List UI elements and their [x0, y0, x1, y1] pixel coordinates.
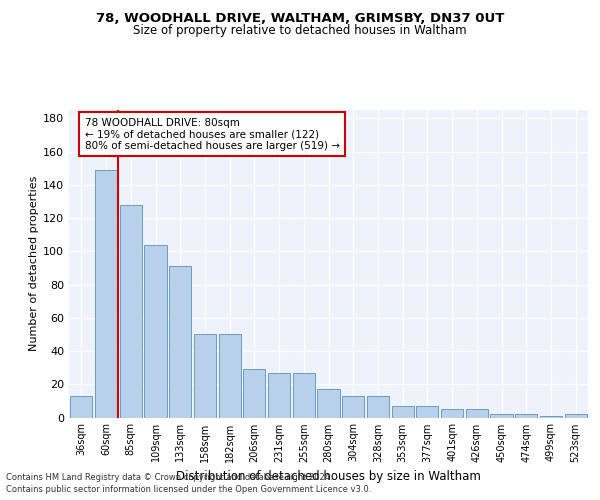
Bar	[293, 372, 315, 418]
Bar	[169, 266, 191, 418]
Bar	[565, 414, 587, 418]
Y-axis label: Number of detached properties: Number of detached properties	[29, 176, 39, 352]
Bar	[95, 170, 117, 418]
Bar	[218, 334, 241, 417]
Bar	[194, 334, 216, 417]
Bar	[70, 396, 92, 417]
Bar	[466, 409, 488, 418]
Bar	[540, 416, 562, 418]
Bar	[416, 406, 439, 417]
Bar	[317, 389, 340, 418]
Text: 78 WOODHALL DRIVE: 80sqm
← 19% of detached houses are smaller (122)
80% of semi-: 78 WOODHALL DRIVE: 80sqm ← 19% of detach…	[85, 118, 340, 151]
Bar	[392, 406, 414, 417]
Bar	[490, 414, 512, 418]
Text: Contains HM Land Registry data © Crown copyright and database right 2024.: Contains HM Land Registry data © Crown c…	[6, 472, 332, 482]
Bar	[268, 372, 290, 418]
Bar	[145, 244, 167, 418]
Bar	[515, 414, 538, 418]
X-axis label: Distribution of detached houses by size in Waltham: Distribution of detached houses by size …	[176, 470, 481, 483]
Bar	[243, 370, 265, 418]
Bar	[441, 409, 463, 418]
Text: Size of property relative to detached houses in Waltham: Size of property relative to detached ho…	[133, 24, 467, 37]
Bar	[342, 396, 364, 417]
Bar	[119, 204, 142, 418]
Bar	[367, 396, 389, 417]
Text: 78, WOODHALL DRIVE, WALTHAM, GRIMSBY, DN37 0UT: 78, WOODHALL DRIVE, WALTHAM, GRIMSBY, DN…	[96, 12, 504, 26]
Text: Contains public sector information licensed under the Open Government Licence v3: Contains public sector information licen…	[6, 485, 371, 494]
